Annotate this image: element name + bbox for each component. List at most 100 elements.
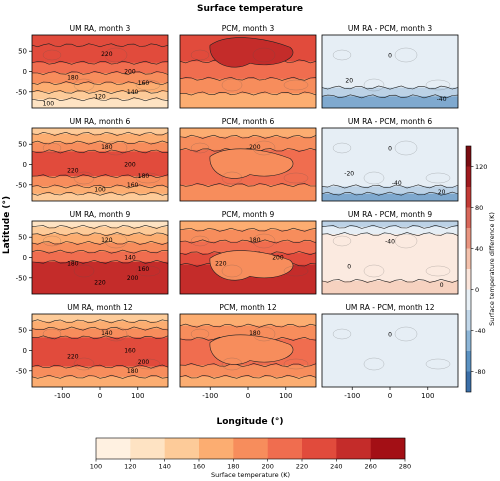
contour-line <box>180 182 316 187</box>
contour-label: 0 <box>388 52 392 59</box>
contour-band <box>32 186 168 195</box>
contour-band <box>322 96 458 108</box>
panel-2-2: 200 PCM, month 6 <box>179 117 317 202</box>
topography-contour <box>252 47 276 63</box>
contour-band <box>322 280 458 294</box>
contour-label: 180 <box>249 237 261 244</box>
contour-line <box>32 232 168 237</box>
colorbar-step <box>466 310 471 331</box>
panel-fill <box>322 314 458 387</box>
contour-label: 220 <box>67 167 79 174</box>
contour-line <box>32 335 168 340</box>
topography-contour <box>425 79 451 91</box>
y-tick-label: -50 <box>16 181 27 189</box>
colorbar-step <box>302 438 337 459</box>
contour-label: 180 <box>127 368 139 375</box>
colorbar-tick-label: 0 <box>475 286 479 294</box>
panel-frame <box>179 220 317 295</box>
contour-line <box>322 278 458 283</box>
topography-contour <box>394 326 418 342</box>
topography-contour <box>42 142 62 154</box>
contour-band <box>180 314 316 327</box>
panel-4-1: 140 160 220 200 180 UM RA, month 12 50 0 -50 -100… <box>16 303 169 400</box>
panel-frame <box>179 34 317 109</box>
contour-band <box>32 151 168 177</box>
contour-label: 100 <box>43 101 55 108</box>
colorbar-step <box>466 289 471 310</box>
y-tick-label: 50 <box>18 141 27 149</box>
x-tick-label: 100 <box>279 392 292 400</box>
topography-contour <box>363 357 385 371</box>
contour-line <box>32 43 168 48</box>
contour-line <box>180 91 316 96</box>
contour-label: -40 <box>385 238 395 245</box>
panel-3-2: 180 200 220 PCM, month 9 <box>179 210 317 295</box>
topography-contour <box>42 328 62 340</box>
topography-contour <box>332 49 352 61</box>
contour-band <box>32 366 168 378</box>
topography-contour <box>332 142 352 154</box>
contour-band <box>180 78 316 94</box>
colorbar-step <box>164 438 200 459</box>
panel-4-2: 180 PCM, month 12 -100 0 100 <box>179 303 317 400</box>
contour-label: -20 <box>344 170 354 177</box>
contour-label: 0 <box>388 145 392 152</box>
contour-band <box>180 325 316 340</box>
warm-region <box>209 334 294 365</box>
warm-region <box>209 148 294 179</box>
contour-line <box>32 326 168 331</box>
contour-band <box>32 376 168 387</box>
topography-contour <box>190 49 210 61</box>
panel-1-2: PCM, month 3 <box>179 24 317 109</box>
contour-band <box>32 261 168 294</box>
colorbar-step <box>96 438 131 459</box>
contour-band <box>322 35 458 89</box>
y-axis-label: Latitude (°) <box>2 196 12 254</box>
colorbar-label: Surface temperature (K) <box>211 471 290 479</box>
colorbar-step <box>466 330 471 351</box>
colorbar-tick-label: 40 <box>475 245 483 253</box>
panel-frame <box>321 34 459 109</box>
colorbar-step <box>466 187 471 208</box>
x-tick-label: 0 <box>246 392 250 400</box>
colorbar-step <box>466 248 471 269</box>
warm-region <box>209 250 294 281</box>
contour-line <box>32 184 168 189</box>
contour-line <box>322 224 458 229</box>
colorbar-tick-label: 220 <box>296 463 308 471</box>
contour-line <box>180 227 316 232</box>
panel-title: PCM, month 12 <box>219 303 276 312</box>
contour-band <box>32 328 168 338</box>
panel-frame <box>321 127 459 202</box>
contour-label: 160 <box>124 348 136 355</box>
contour-band <box>32 234 168 244</box>
contour-label: 160 <box>127 182 139 189</box>
topography-contour <box>73 357 95 371</box>
topography-contour <box>190 235 210 247</box>
contour-line <box>180 363 316 368</box>
contour-band <box>322 186 458 195</box>
panel-title: UM RA - PCM, month 6 <box>348 117 433 126</box>
panel-title: UM RA - PCM, month 3 <box>348 24 433 33</box>
contour-line <box>32 374 168 379</box>
contour-band <box>32 128 168 135</box>
colorbar-tick-label: 120 <box>475 163 487 171</box>
contour-label: 200 <box>138 359 150 366</box>
contour-label: 200 <box>272 255 284 262</box>
x-tick-label: -100 <box>344 392 360 400</box>
panel-fill <box>180 314 316 387</box>
colorbar-step <box>199 438 234 459</box>
topography-contour <box>104 140 128 156</box>
topography-contour <box>104 233 128 249</box>
contour-band <box>32 221 168 228</box>
panel-title: UM RA - PCM, month 12 <box>345 303 434 312</box>
contour-band <box>32 337 168 368</box>
contour-band <box>32 72 168 84</box>
contour-line <box>180 239 316 244</box>
panel-2-3: 0 -20 20 -40 UM RA - PCM, month 6 <box>321 117 459 202</box>
panel-title: PCM, month 3 <box>222 24 275 33</box>
panel-fill <box>32 35 168 108</box>
contour-band <box>32 251 168 263</box>
